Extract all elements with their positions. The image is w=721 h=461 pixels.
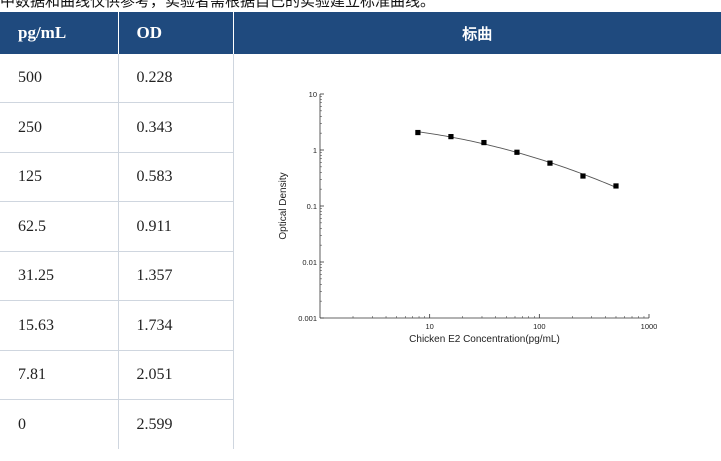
table-row: 15.63 1.734 [0, 300, 721, 351]
cell-od: 2.051 [118, 350, 234, 401]
cell-od: 0.343 [118, 102, 234, 153]
cell-od: 0.911 [118, 201, 234, 252]
y-tick-label: 0.01 [302, 258, 317, 267]
cell-od: 0.228 [118, 54, 234, 104]
x-tick-label: 100 [533, 322, 546, 331]
data-point [513, 149, 520, 155]
x-tick-label: 1000 [640, 322, 657, 331]
cell-concentration: 62.5 [0, 201, 119, 252]
standard-curve-table: pg/mL OD 标曲 500 0.228 0.001 0.01 0.1 1 10 10 1… [0, 12, 721, 449]
cell-concentration: 0 [0, 399, 119, 449]
chart-cell: 0.001 0.01 0.1 1 10 10 100 1000 Chicken E2 Conc… [233, 54, 721, 449]
y-tick-label: 1 [312, 146, 316, 155]
cell-od: 1.734 [118, 300, 234, 351]
cell-concentration: 15.63 [0, 300, 119, 351]
table-row: 125 0.583 [0, 152, 721, 203]
data-point [546, 160, 553, 166]
standard-curve-chart: 0.001 0.01 0.1 1 10 10 100 1000 Chicken E2 Conc… [278, 90, 657, 345]
header-od: OD [118, 12, 234, 54]
table-row: 7.81 2.051 [0, 350, 721, 401]
cell-od: 1.357 [118, 251, 234, 302]
data-point [414, 129, 420, 136]
header-standard-curve: 标曲 [233, 12, 721, 54]
cell-concentration: 31.25 [0, 251, 119, 302]
x-tick-label: 10 [425, 322, 433, 331]
table-row: 62.5 0.911 [0, 201, 721, 252]
table-row: 500 0.228 0.001 0.01 0.1 1 10 10 100 1000 Chick… [0, 54, 721, 449]
data-point [579, 173, 586, 179]
table-header-row: pg/mL OD 标曲 [0, 12, 721, 54]
table-row: 0 2.599 [0, 399, 721, 449]
data-points [414, 129, 619, 189]
x-axis-label: Chicken E2 Concentration(pg/mL) [409, 334, 560, 345]
cell-od: 0.583 [118, 152, 234, 203]
table-row: 250 0.343 [0, 102, 721, 153]
chart-ticks: 0.001 0.01 0.1 1 10 10 100 1000 [298, 90, 657, 331]
header-concentration: pg/mL [0, 12, 119, 54]
data-point [612, 183, 619, 189]
top-instruction-text: 中数据和曲线仅供参考，实验者需根据自己的实验建立标准曲线。 [0, 0, 436, 10]
cell-concentration: 7.81 [0, 350, 119, 401]
data-point [480, 139, 487, 146]
fit-curve-line [417, 131, 616, 188]
cell-concentration: 250 [0, 102, 119, 153]
y-tick-label: 0.1 [306, 202, 316, 211]
cell-concentration: 500 [0, 54, 119, 104]
y-axis-label: Optical Density [278, 172, 289, 239]
data-point [447, 134, 454, 140]
y-tick-label: 10 [308, 90, 316, 99]
y-tick-label: 0.001 [298, 314, 317, 323]
cell-od: 2.599 [118, 399, 234, 449]
chart-axes [319, 94, 649, 319]
table-row: 31.25 1.357 [0, 251, 721, 302]
cell-concentration: 125 [0, 152, 119, 203]
